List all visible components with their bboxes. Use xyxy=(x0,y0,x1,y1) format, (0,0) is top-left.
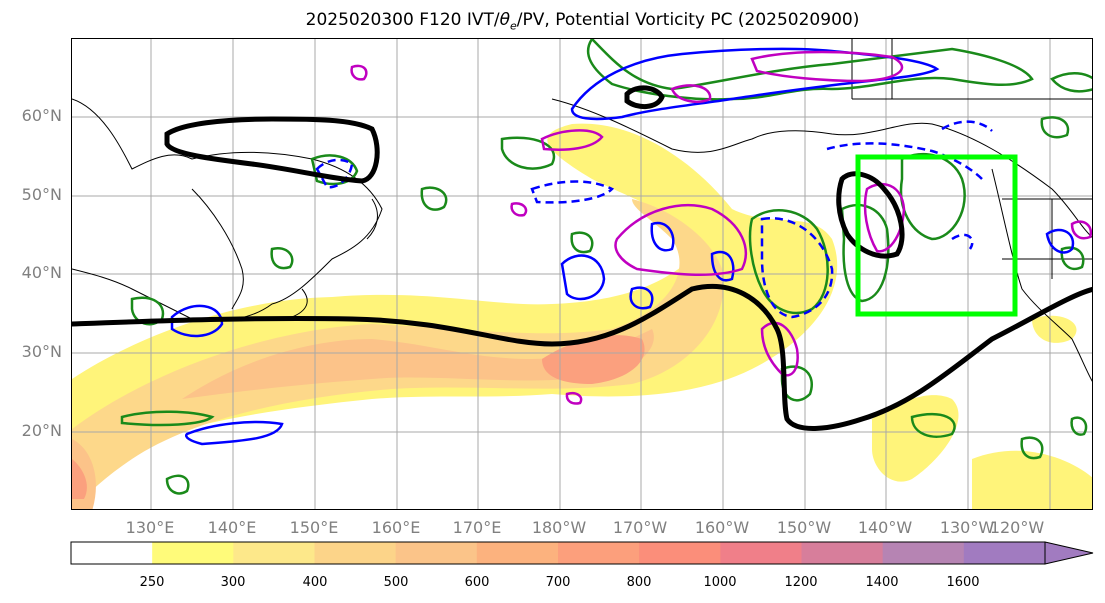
map-title: 2025020300 F120 IVT/θe/PV, Potential Vor… xyxy=(305,10,860,33)
colorbar-segment xyxy=(558,542,640,564)
lon-label-160w: 160°W xyxy=(694,518,750,537)
magenta-contours xyxy=(350,50,1092,405)
colorbar-border xyxy=(70,541,1046,565)
colorbar-segment xyxy=(882,542,965,564)
colorbar-segment xyxy=(639,542,721,564)
lat-label-50n: 50°N xyxy=(21,185,62,204)
ivt-shading xyxy=(72,123,1092,509)
colorbar-segment xyxy=(963,542,1046,564)
highlight-box xyxy=(855,154,1018,317)
colorbar-segment xyxy=(476,542,559,564)
lon-label-140w: 140°W xyxy=(857,518,913,537)
colorbar-extend-arrow xyxy=(1044,541,1094,565)
lat-label-40n: 40°N xyxy=(21,263,62,282)
blue-contours xyxy=(170,47,1075,446)
lon-label-130w: 130°W xyxy=(939,518,995,537)
colorbar-segment xyxy=(314,542,397,564)
colorbar-tick-250: 250 xyxy=(139,575,165,590)
colorbar-tick-1200: 1200 xyxy=(784,575,818,590)
colorbar-segment xyxy=(71,542,153,564)
lon-label-150w: 150°W xyxy=(776,518,832,537)
black-theta-lines xyxy=(72,85,1092,431)
lon-label-170e: 170°E xyxy=(452,518,502,537)
lon-label-180w: 180°W xyxy=(531,518,587,537)
colorbar-tick-1600: 1600 xyxy=(946,575,980,590)
lat-label-60n: 60°N xyxy=(21,106,62,125)
lat-label-30n: 30°N xyxy=(21,342,62,361)
colorbar xyxy=(70,541,1094,565)
colorbar-segment xyxy=(152,542,234,564)
colorbar-tick-600: 600 xyxy=(464,575,490,590)
colorbar-tick-1000: 1000 xyxy=(703,575,737,590)
map-canvas xyxy=(72,39,1092,509)
colorbar-segment xyxy=(233,542,315,564)
colorbar-tick-800: 800 xyxy=(626,575,652,590)
lon-label-160e: 160°E xyxy=(371,518,421,537)
colorbar-segment xyxy=(395,542,478,564)
colorbar-tick-300: 300 xyxy=(220,575,246,590)
lat-label-20n: 20°N xyxy=(21,421,62,440)
colorbar-tick-400: 400 xyxy=(302,575,328,590)
lon-label-150e: 150°E xyxy=(289,518,339,537)
lon-label-120w: 120°W xyxy=(989,518,1045,537)
lon-label-170w: 170°W xyxy=(612,518,668,537)
colorbar-segment xyxy=(801,542,884,564)
colorbar-tick-700: 700 xyxy=(545,575,571,590)
map-panel xyxy=(71,38,1093,510)
lon-label-140e: 140°E xyxy=(207,518,257,537)
lon-label-130e: 130°E xyxy=(125,518,175,537)
colorbar-tick-500: 500 xyxy=(383,575,409,590)
colorbar-segment xyxy=(720,542,802,564)
colorbar-tick-1400: 1400 xyxy=(865,575,899,590)
